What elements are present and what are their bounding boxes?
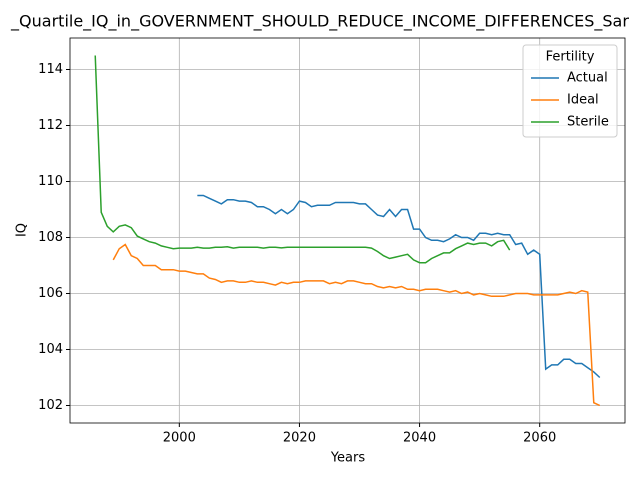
legend-label: Ideal xyxy=(567,93,599,108)
x-tick-label: 2060 xyxy=(523,431,556,446)
x-tick-label: 2020 xyxy=(283,431,316,446)
x-axis-label: Years xyxy=(330,451,366,466)
y-tick-label: 102 xyxy=(38,398,63,413)
line xyxy=(112,243,601,407)
y-tick-label: 112 xyxy=(38,118,63,133)
y-tick-label: 114 xyxy=(38,62,63,77)
plot-frame xyxy=(69,37,626,424)
x-tick-label: 2040 xyxy=(403,431,436,446)
legend-label: Actual xyxy=(567,71,608,86)
y-tick-label: 110 xyxy=(38,174,63,189)
y-tick-label: 108 xyxy=(38,230,63,245)
y-tick-label: 104 xyxy=(38,342,63,357)
y-tick-label: 106 xyxy=(38,286,63,301)
line xyxy=(94,55,511,264)
line xyxy=(197,194,601,379)
legend-box xyxy=(522,44,618,138)
legend-label: Sterile xyxy=(567,115,609,130)
legend-title: Fertility xyxy=(546,50,595,65)
x-tick-label: 2000 xyxy=(163,431,196,446)
y-axis-label: IQ xyxy=(15,223,30,237)
chart-title: _Quartile_IQ_in_GOVERNMENT_SHOULD_REDUCE… xyxy=(10,12,629,32)
